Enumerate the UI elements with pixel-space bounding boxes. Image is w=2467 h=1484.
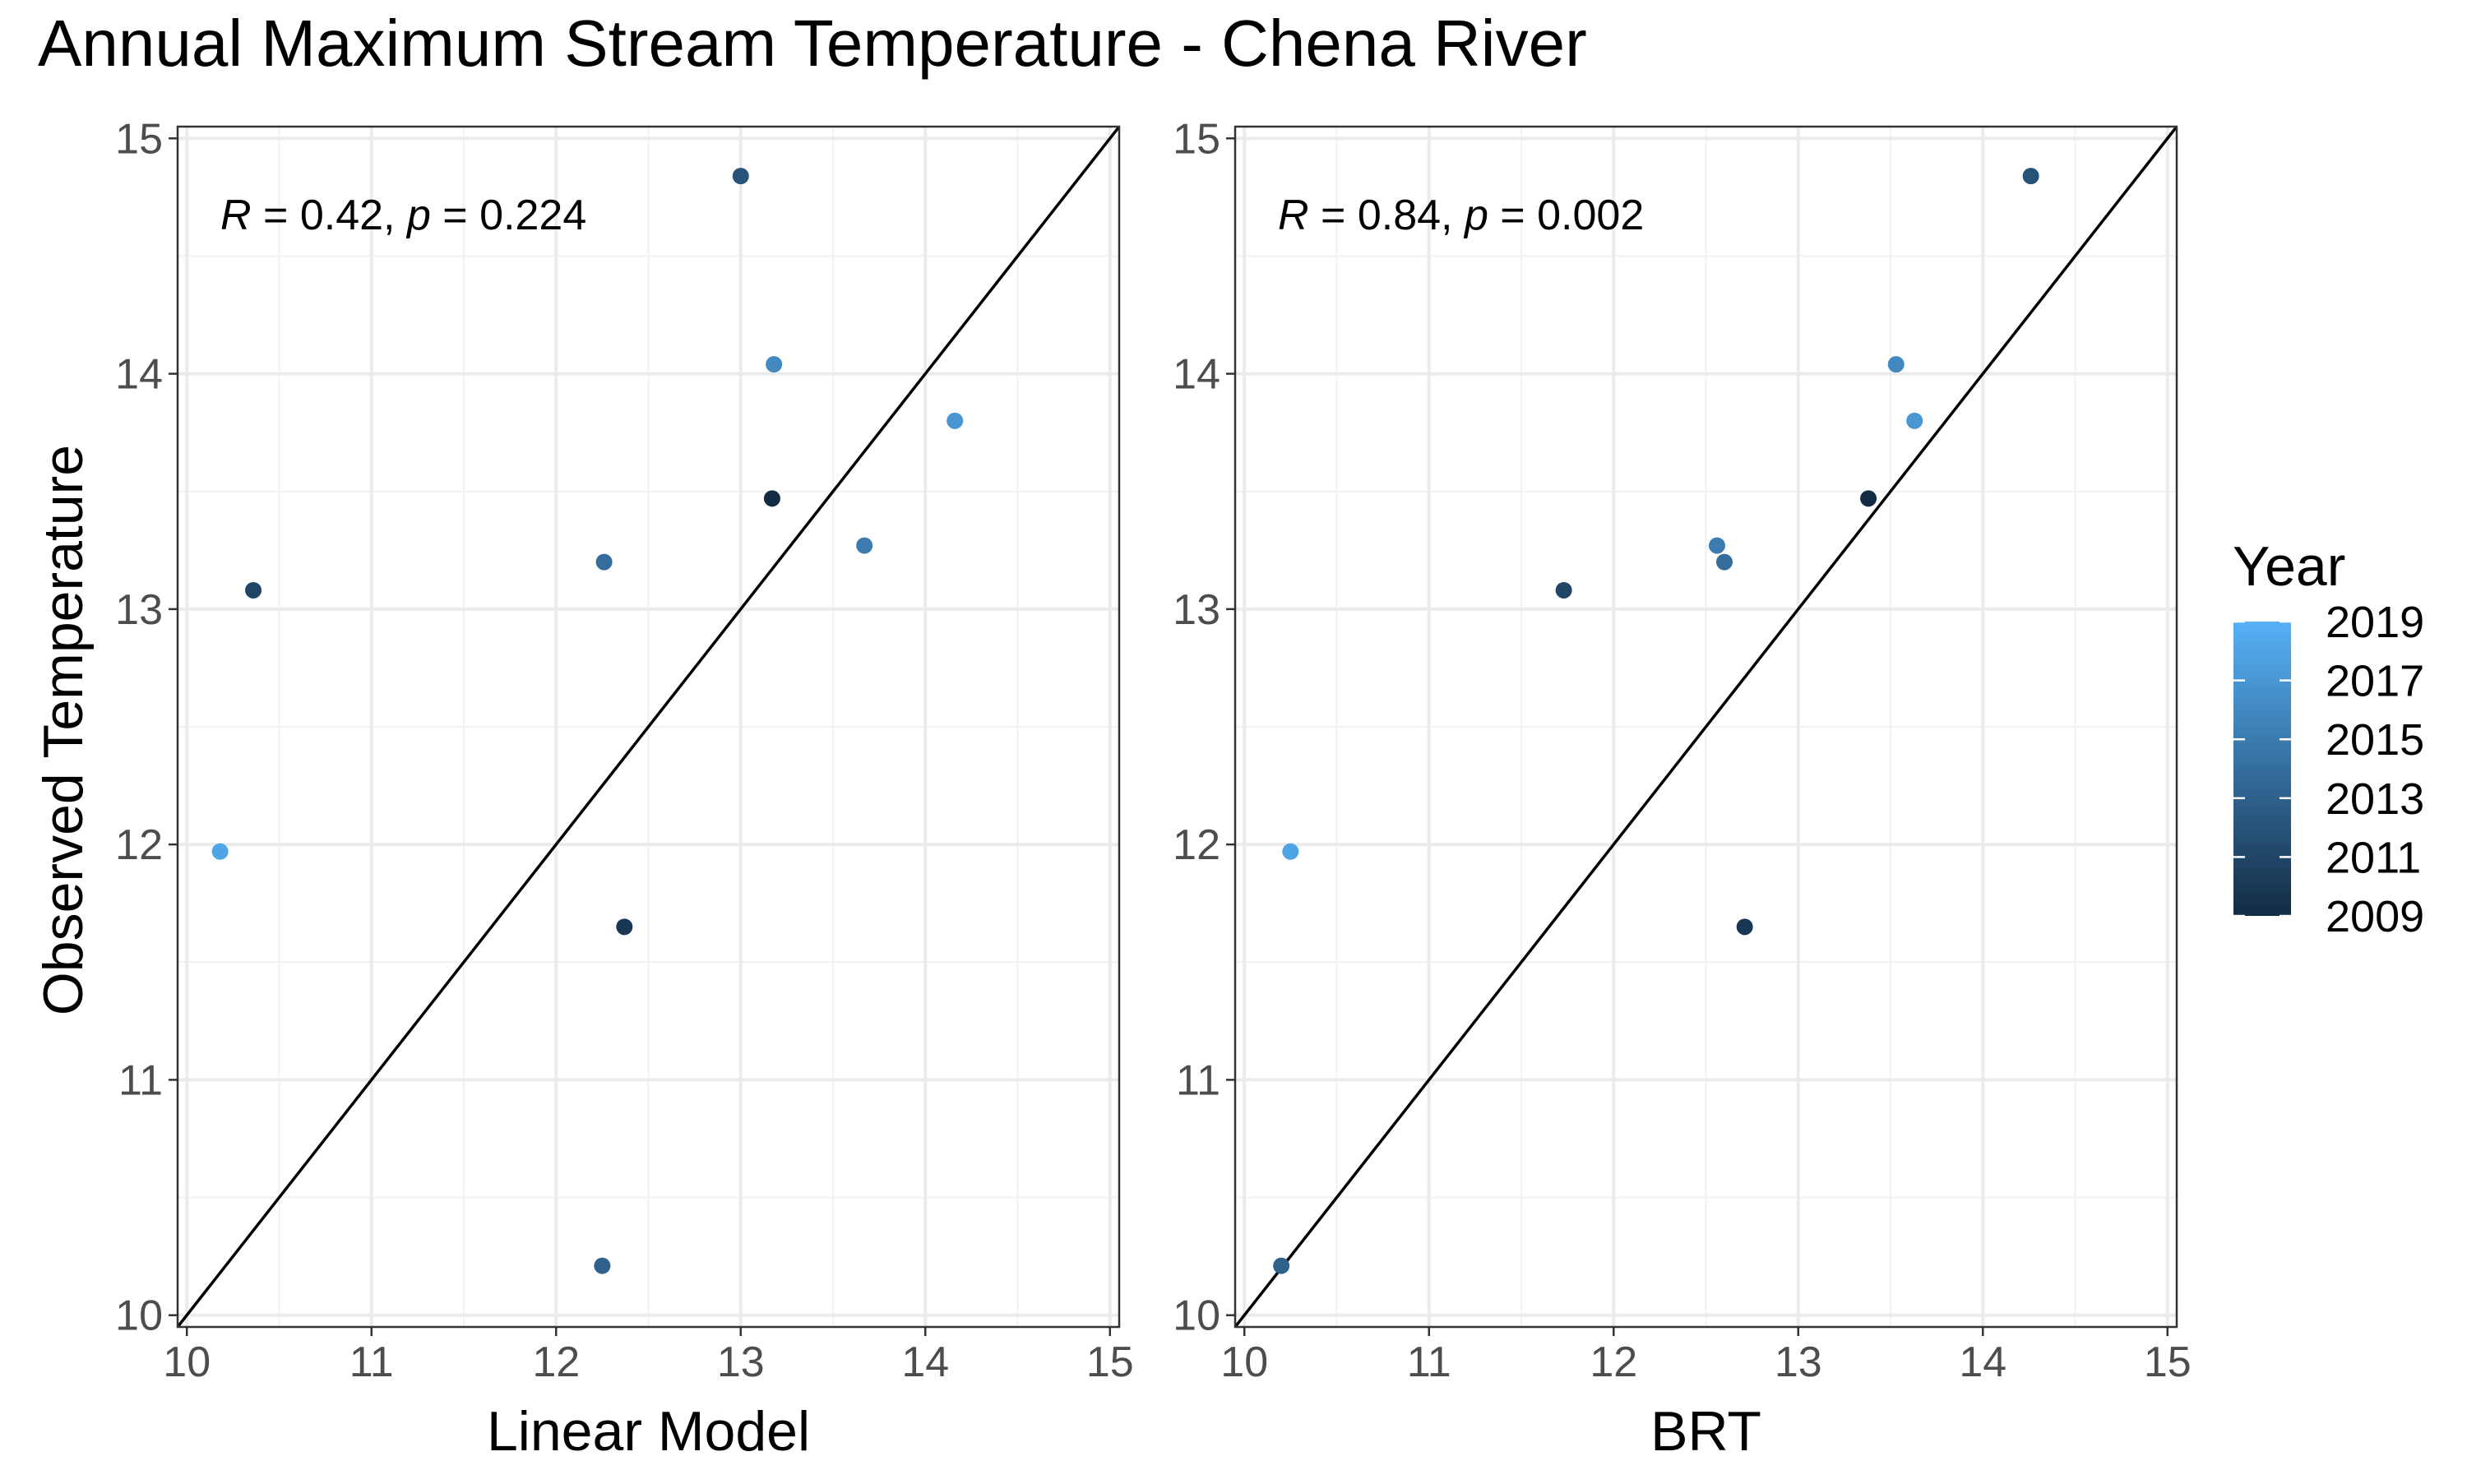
data-point <box>595 553 613 571</box>
data-point <box>211 843 229 860</box>
legend-title: Year <box>2233 535 2345 598</box>
y-tick-label: 11 <box>118 1056 163 1104</box>
data-point <box>616 918 633 936</box>
identity-line <box>178 127 1119 1327</box>
legend-tick-label: 2019 <box>2326 598 2424 647</box>
data-point <box>1887 356 1905 373</box>
y-tick-label: 11 <box>1176 1056 1220 1104</box>
annotation-r-text: = 0.42, <box>252 192 407 239</box>
y-tick-label: 10 <box>1173 1292 1220 1340</box>
data-point <box>1906 412 1923 429</box>
panel-border <box>1234 125 2178 1329</box>
data-point <box>1555 581 1572 599</box>
data-point <box>1715 553 1733 571</box>
stats-annotation: R = 0.42, p = 0.224 <box>220 192 586 239</box>
y-tick-label: 10 <box>115 1292 163 1340</box>
annotation-r-label: R <box>1278 192 1309 239</box>
legend-colorbar <box>2233 622 2291 916</box>
legend-tick-label: 2011 <box>2326 833 2421 882</box>
y-tick-label: 15 <box>1173 115 1220 163</box>
data-point <box>947 412 964 429</box>
y-tick-label: 14 <box>115 351 163 399</box>
y-axis-label: Observed Temperature <box>32 445 95 1015</box>
chart-title: Annual Maximum Stream Temperature - Chen… <box>38 7 1587 80</box>
x-tick-label: 14 <box>901 1338 949 1386</box>
annotation-p-label: p <box>405 192 431 239</box>
panel-linear-model: R = 0.42, p = 0.224 10 11 12 13 14 15 10 11 12 13 1… <box>115 115 1134 1463</box>
y-tick-label: 14 <box>1173 351 1220 399</box>
legend-tick-label: 2009 <box>2326 892 2424 941</box>
identity-line <box>1235 127 2177 1327</box>
data-point <box>1708 537 1725 554</box>
y-tick-label: 12 <box>1173 821 1220 869</box>
panel-border <box>176 125 1121 1329</box>
annotation-r-label: R <box>220 192 252 239</box>
data-point <box>1282 843 1299 860</box>
y-tick-label: 13 <box>115 586 163 634</box>
legend: Year 2019 2017 2015 2013 2011 2009 <box>2233 535 2424 941</box>
x-tick-label: 14 <box>1959 1338 2006 1386</box>
data-point <box>594 1257 611 1274</box>
x-tick-label: 12 <box>1590 1338 1637 1386</box>
legend-tick-label: 2017 <box>2326 657 2424 706</box>
y-tick-label: 15 <box>115 115 163 163</box>
annotation-p-text: = 0.002 <box>1488 192 1644 239</box>
annotation-p-text: = 0.224 <box>431 192 586 239</box>
legend-tick-label: 2015 <box>2326 715 2424 765</box>
x-tick-label: 15 <box>1086 1338 1134 1386</box>
x-tick-label: 13 <box>1775 1338 1822 1386</box>
x-tick-label: 15 <box>2144 1338 2192 1386</box>
data-point <box>245 581 262 599</box>
data-point <box>732 168 749 185</box>
panel-brt: R = 0.84, p = 0.002 10 11 12 13 14 15 10 11 12 13 1… <box>1173 115 2192 1463</box>
data-point <box>766 356 783 373</box>
data-point <box>1736 918 1753 936</box>
x-tick-label: 10 <box>1220 1338 1268 1386</box>
x-tick-label: 11 <box>1407 1338 1451 1386</box>
x-tick-label: 13 <box>717 1338 765 1386</box>
x-tick-label: 10 <box>163 1338 211 1386</box>
annotation-r-text: = 0.84, <box>1309 192 1465 239</box>
x-axis-label: BRT <box>1650 1400 1761 1463</box>
data-point <box>763 490 780 507</box>
x-tick-label: 11 <box>349 1338 394 1386</box>
data-point <box>1273 1257 1290 1274</box>
legend-tick-label: 2013 <box>2326 774 2424 824</box>
y-tick-label: 13 <box>1173 586 1220 634</box>
stats-annotation: R = 0.84, p = 0.002 <box>1278 192 1644 239</box>
y-tick-label: 12 <box>115 821 163 869</box>
data-point <box>1860 490 1877 507</box>
x-tick-label: 12 <box>532 1338 580 1386</box>
data-point <box>856 537 873 554</box>
x-axis-label: Linear Model <box>487 1400 810 1463</box>
annotation-p-label: p <box>1463 192 1488 239</box>
data-point <box>2022 168 2039 185</box>
